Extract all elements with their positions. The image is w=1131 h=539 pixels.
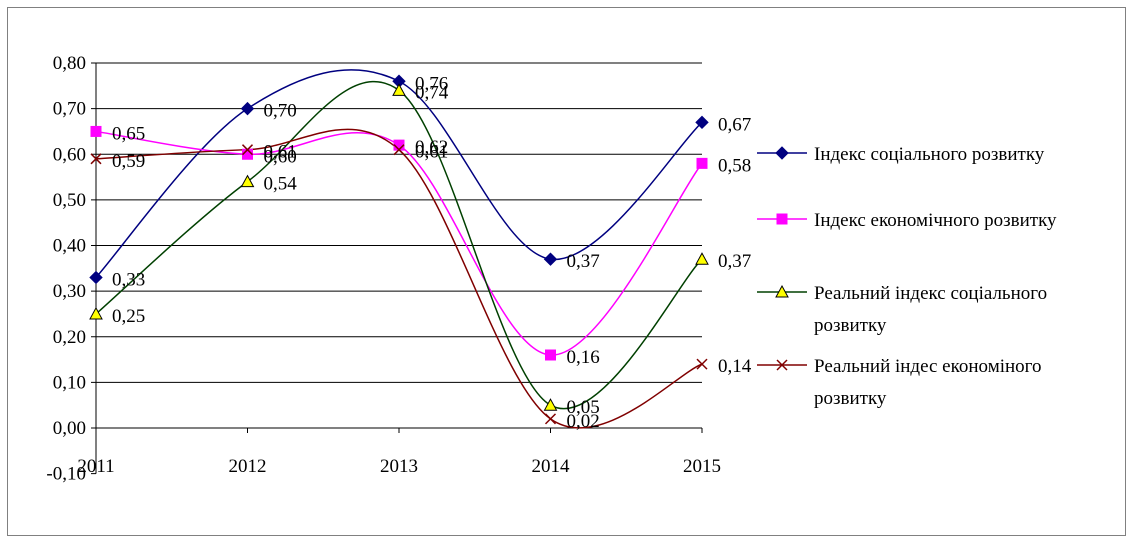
series-1-data-label: 0,76 [415,73,448,94]
series-1-marker [89,270,103,285]
chart-frame [7,7,1126,536]
legend-label-3: розвитку [814,315,887,336]
series-line-3 [95,81,703,410]
series-2-marker [696,157,708,169]
y-tick-label: 0,20 [53,327,86,348]
series-3-marker [89,306,103,320]
series-3-data-label: 0,25 [112,306,145,327]
legend-label-4: розвитку [814,388,887,409]
legend-marker-1 [775,146,789,160]
y-tick-label: 0,70 [53,99,86,120]
series-1-data-label: 0,33 [112,269,145,290]
series-2-marker [242,148,253,160]
legend-label-3: Реальний індекс соціального [814,283,1047,304]
series-4-marker [241,144,254,156]
series-1-marker [543,252,558,266]
series-1-data-label: 0,70 [264,101,297,122]
y-tick-label: 0,40 [53,236,86,257]
series-2-data-label: 0,62 [415,137,448,158]
series-line-2 [95,130,703,356]
series-3-data-label: 0,05 [567,397,600,418]
series-2-marker [545,349,556,361]
y-tick-label: -0,10 [46,464,86,485]
series-4-data-label: 0,02 [567,411,600,432]
legend-marker-3 [775,284,789,298]
series-1-marker [695,115,709,130]
series-2-data-label: 0,16 [567,347,600,368]
series-4-data-label: 0,14 [718,356,752,377]
legend-marker-4 [776,359,788,371]
y-tick-label: 0,30 [53,281,86,302]
series-2-marker [90,125,102,137]
series-4-data-label: 0,61 [264,142,297,163]
x-tick-label: 2015 [683,456,721,477]
series-4-data-label: 0,61 [415,142,448,163]
series-3-data-label: 0,37 [718,251,751,272]
x-tick-label: 2011 [77,456,114,477]
series-4-marker [696,358,708,370]
series-4-marker [90,153,102,165]
y-tick-label: 0,80 [53,53,86,74]
series-4-marker [544,413,557,425]
series-2-data-label: 0,65 [112,123,145,144]
legend-label-4: Реальний індес економіного [814,356,1041,377]
series-3-data-label: 0,54 [264,174,298,195]
y-tick-label: 0,00 [53,418,86,439]
series-1-data-label: 0,37 [567,251,600,272]
series-1-marker [240,101,255,116]
series-3-marker [392,83,406,96]
legend-marker-2 [776,213,788,225]
series-2-marker [393,139,405,151]
series-1-data-label: 0,67 [718,114,751,135]
series-line-1 [95,69,703,278]
series-3-marker [695,252,709,265]
x-tick-label: 2012 [229,456,267,477]
series-4-data-label: 0,59 [112,151,145,172]
series-line-4 [95,128,703,429]
x-tick-label: 2013 [380,456,418,477]
series-3-data-label: 0,74 [415,82,449,103]
y-tick-label: 0,60 [53,144,86,165]
legend-label-1: Індекс соціального розвитку [814,144,1045,165]
series-3-marker [240,174,255,188]
y-tick-label: 0,50 [53,190,86,211]
x-tick-label: 2014 [532,456,571,477]
series-3-marker [543,398,558,411]
legend-label-2: Індекс економічного розвитку [814,210,1057,231]
series-2-data-label: 0,60 [264,146,297,167]
series-4-marker [393,144,405,156]
y-tick-label: 0,10 [53,372,86,393]
series-2-data-label: 0,58 [718,155,751,176]
